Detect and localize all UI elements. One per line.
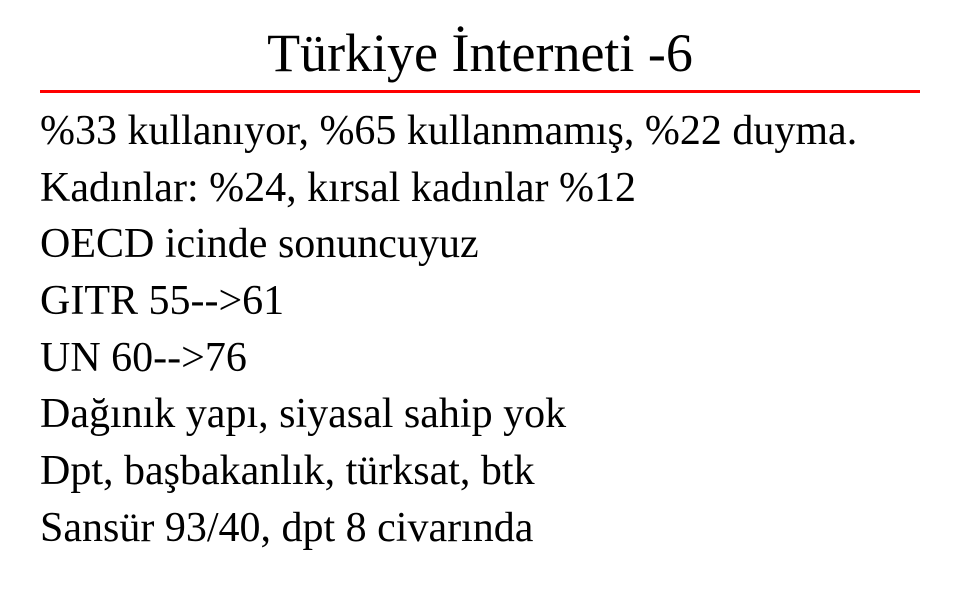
slide-body: %33 kullanıyor, %65 kullanmamış, %22 duy… xyxy=(40,103,920,557)
body-line: Dağınık yapı, siyasal sahip yok xyxy=(40,386,920,443)
body-line: Kadınlar: %24, kırsal kadınlar %12 xyxy=(40,160,920,217)
body-line: OECD icinde sonuncuyuz xyxy=(40,216,920,273)
title-underline xyxy=(40,90,920,93)
body-line: Sansür 93/40, dpt 8 civarında xyxy=(40,500,920,557)
body-line: Dpt, başbakanlık, türksat, btk xyxy=(40,443,920,500)
slide: Türkiye İnterneti -6 %33 kullanıyor, %65… xyxy=(0,0,960,597)
slide-title: Türkiye İnterneti -6 xyxy=(40,22,920,84)
body-line: %33 kullanıyor, %65 kullanmamış, %22 duy… xyxy=(40,103,920,160)
body-line: GITR 55-->61 xyxy=(40,273,920,330)
body-line: UN 60-->76 xyxy=(40,330,920,387)
